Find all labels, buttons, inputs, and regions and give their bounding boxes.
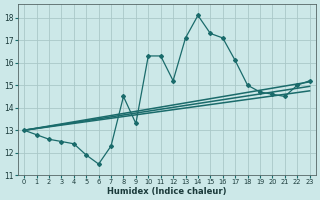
X-axis label: Humidex (Indice chaleur): Humidex (Indice chaleur): [107, 187, 227, 196]
